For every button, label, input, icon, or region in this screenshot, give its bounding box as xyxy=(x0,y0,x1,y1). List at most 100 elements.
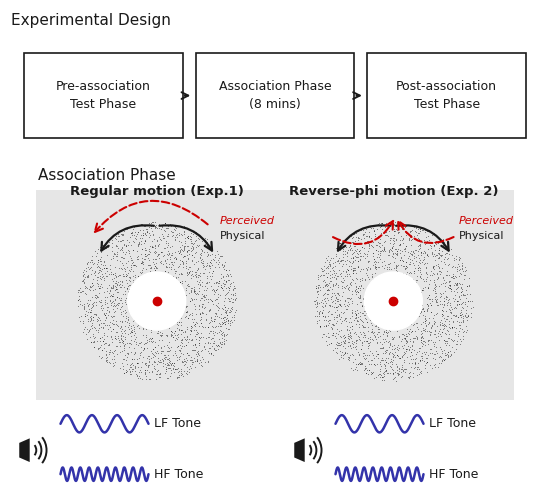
Point xyxy=(326,340,335,348)
Point xyxy=(428,252,437,260)
Point xyxy=(174,367,183,375)
Point xyxy=(347,294,356,302)
Point xyxy=(351,339,360,347)
Point xyxy=(214,258,223,266)
Point xyxy=(339,267,348,275)
Point xyxy=(192,272,201,280)
Point xyxy=(178,259,187,267)
Point xyxy=(421,364,430,372)
Point xyxy=(362,351,371,359)
Point xyxy=(75,313,84,321)
Point xyxy=(386,245,395,254)
Point xyxy=(197,237,206,245)
Point xyxy=(119,345,128,353)
Point xyxy=(199,355,208,363)
Point xyxy=(212,342,221,350)
Point xyxy=(321,299,330,307)
Point xyxy=(205,333,213,342)
Point xyxy=(185,232,194,240)
Point xyxy=(427,349,436,357)
Point xyxy=(147,243,156,251)
Point xyxy=(90,338,99,346)
Point xyxy=(427,301,436,309)
Point xyxy=(401,265,410,273)
Point xyxy=(345,300,354,308)
Point xyxy=(392,236,400,244)
Point xyxy=(153,370,162,378)
Point xyxy=(416,345,425,353)
Point xyxy=(113,252,122,260)
Point xyxy=(109,361,118,369)
Point xyxy=(162,262,170,270)
Point xyxy=(150,351,158,359)
Point xyxy=(359,328,368,337)
Point xyxy=(105,359,114,367)
Point xyxy=(405,253,414,261)
Point xyxy=(95,314,103,322)
Point xyxy=(441,337,449,345)
Point xyxy=(368,224,377,232)
Point xyxy=(350,286,359,294)
Point xyxy=(130,350,139,358)
Point xyxy=(382,231,390,239)
Point xyxy=(321,301,329,309)
Point xyxy=(163,330,172,339)
Point xyxy=(387,265,395,273)
Point xyxy=(139,344,148,352)
Point xyxy=(227,272,235,280)
Point xyxy=(91,291,100,299)
Point xyxy=(353,284,362,292)
Point xyxy=(360,362,369,370)
Point xyxy=(464,274,473,282)
Point xyxy=(461,291,470,299)
Point xyxy=(398,361,407,369)
Point xyxy=(373,238,382,246)
Point xyxy=(407,247,416,255)
Point xyxy=(96,333,105,342)
Point xyxy=(412,332,421,340)
Point xyxy=(437,311,446,319)
Point xyxy=(389,366,398,374)
Point xyxy=(207,286,216,294)
Point xyxy=(452,279,461,287)
Point xyxy=(421,240,430,248)
Point xyxy=(417,339,426,347)
Point xyxy=(194,305,203,313)
Point xyxy=(204,323,213,331)
Point xyxy=(132,253,141,261)
Point xyxy=(343,301,351,309)
Point xyxy=(337,313,346,321)
Point xyxy=(435,300,444,308)
Point xyxy=(403,324,411,332)
Point xyxy=(351,287,360,295)
Point xyxy=(434,260,443,268)
Point xyxy=(364,357,373,365)
Point xyxy=(422,270,431,278)
Point xyxy=(351,282,360,290)
Point xyxy=(196,332,205,341)
Point xyxy=(379,245,388,253)
Point xyxy=(131,262,140,270)
Point xyxy=(350,314,359,322)
Point xyxy=(359,337,368,345)
Point xyxy=(123,318,132,326)
Point xyxy=(139,231,147,239)
Point xyxy=(180,328,189,336)
Point xyxy=(452,285,460,293)
Point xyxy=(418,333,427,342)
Point xyxy=(82,260,91,268)
Point xyxy=(379,334,388,343)
Point xyxy=(322,286,331,294)
Point xyxy=(112,273,121,281)
Point xyxy=(97,241,106,249)
Point xyxy=(100,264,109,272)
Point xyxy=(415,312,424,320)
Point xyxy=(170,331,179,340)
Point xyxy=(132,372,141,380)
Point xyxy=(218,272,227,280)
Point xyxy=(346,333,355,342)
Point xyxy=(428,249,437,258)
Point xyxy=(108,236,117,244)
Point xyxy=(447,245,455,254)
Point xyxy=(183,255,192,263)
